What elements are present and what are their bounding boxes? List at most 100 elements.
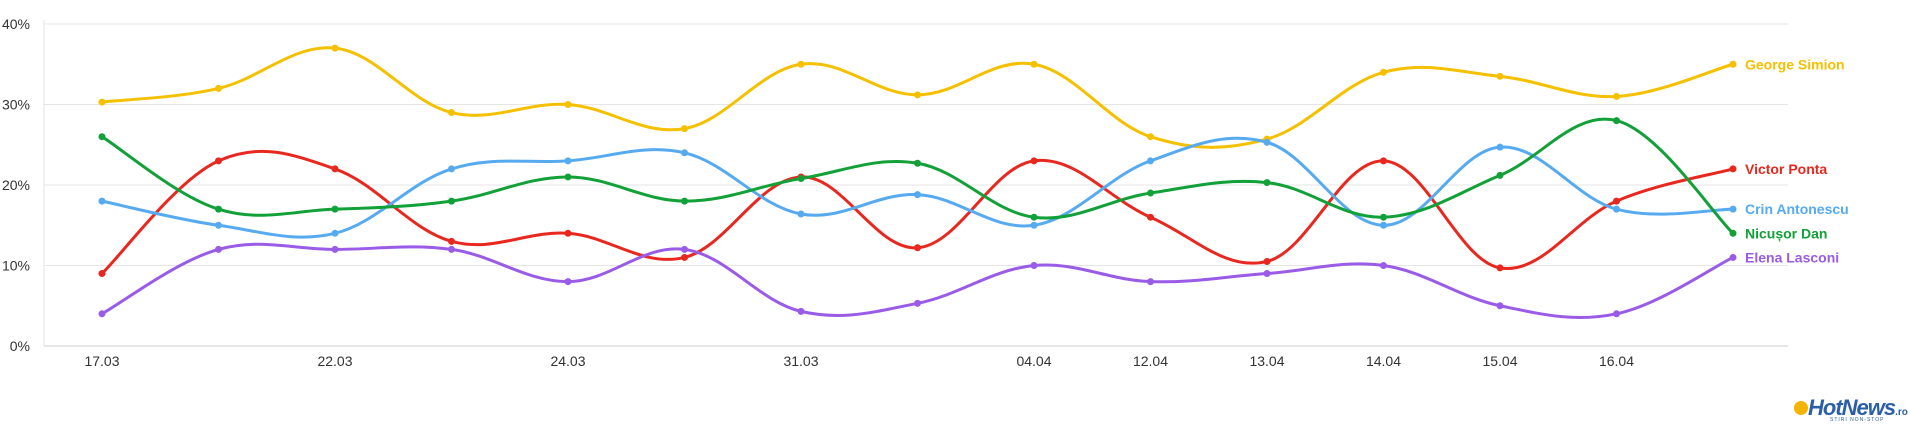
data-point: [331, 205, 339, 213]
y-tick-label: 30%: [2, 97, 30, 113]
data-point: [914, 191, 921, 199]
x-tick-label: 13.04: [1249, 353, 1284, 369]
logo-suffix: .ro: [1895, 407, 1908, 418]
data-point: [98, 133, 106, 141]
data-point: [914, 91, 921, 99]
x-tick-label: 12.04: [1133, 353, 1168, 369]
data-point: [1147, 189, 1154, 197]
data-point: [1496, 264, 1504, 272]
data-point: [1496, 302, 1504, 310]
data-point: [797, 175, 805, 183]
data-point: [1613, 197, 1620, 205]
data-point: [448, 109, 455, 117]
grid-lines: [43, 20, 1788, 347]
data-point: [564, 229, 572, 237]
data-point: [1380, 221, 1387, 229]
data-point: [1147, 157, 1154, 165]
data-point: [1263, 138, 1271, 146]
data-point: [681, 253, 688, 261]
data-point: [1729, 60, 1737, 68]
data-point: [797, 60, 805, 68]
data-point: [1030, 221, 1038, 229]
data-point: [797, 307, 805, 315]
x-tick-label: 31.03: [783, 353, 818, 369]
data-point: [331, 245, 339, 253]
data-point: [331, 165, 339, 173]
data-point: [448, 237, 455, 245]
series-line: [100, 136, 1735, 239]
data-point: [1613, 205, 1620, 213]
data-point: [564, 157, 572, 165]
x-tick-label: 14.04: [1366, 353, 1401, 369]
data-point: [98, 98, 106, 106]
logo-wordmark: HotNews.ro: [1808, 395, 1908, 421]
y-tick-label: 0%: [10, 338, 30, 354]
data-point: [1147, 278, 1154, 286]
data-point: [1496, 143, 1504, 151]
y-tick-label: 40%: [2, 16, 30, 32]
sun-icon: [1794, 401, 1808, 415]
data-point: [98, 310, 106, 318]
data-point: [1729, 253, 1737, 261]
data-point: [215, 221, 222, 229]
hotnews-logo: HotNews.ro STIRI NON-STOP: [1794, 395, 1908, 425]
data-point: [1613, 310, 1620, 318]
data-point: [1496, 72, 1504, 80]
series-end-label: George Simion: [1745, 56, 1845, 72]
data-point: [215, 84, 222, 92]
data-point: [914, 244, 921, 252]
data-point: [448, 165, 455, 173]
series-line: [100, 117, 1735, 235]
series-end-label: Crin Antonescu: [1745, 201, 1849, 217]
series-points: [98, 44, 1737, 318]
y-tick-label: 20%: [2, 177, 30, 193]
x-tick-label: 17.03: [84, 353, 119, 369]
data-point: [1147, 213, 1154, 221]
data-point: [1030, 157, 1038, 165]
data-point: [1729, 165, 1737, 173]
data-point: [797, 210, 805, 218]
data-point: [1380, 213, 1387, 221]
data-point: [215, 205, 222, 213]
data-point: [448, 245, 455, 253]
data-point: [681, 197, 688, 205]
data-point: [564, 101, 572, 108]
x-axis-ticks: 17.03 22.03 24.03 31.03 04.04 12.04 13.04 14.04…: [84, 353, 1634, 369]
data-point: [681, 149, 688, 157]
y-axis-ticks: 0% 10% 20% 30% 40%: [2, 16, 30, 354]
series-lines: [100, 46, 1735, 320]
series-labels: George Simion Victor Ponta Crin Antonescu N…: [1745, 56, 1849, 265]
data-point: [1729, 229, 1737, 237]
x-tick-label: 22.03: [317, 353, 352, 369]
data-point: [215, 157, 222, 165]
x-tick-label: 04.04: [1016, 353, 1051, 369]
data-point: [1613, 117, 1620, 125]
data-point: [1380, 157, 1387, 165]
series-end-label: Elena Lasconi: [1745, 249, 1839, 265]
data-point: [914, 299, 921, 307]
data-point: [98, 270, 106, 278]
data-point: [1147, 133, 1154, 141]
data-point: [331, 44, 339, 52]
y-tick-label: 10%: [2, 258, 30, 274]
series-end-label: Victor Ponta: [1745, 161, 1827, 177]
data-point: [1030, 213, 1038, 221]
data-point: [1030, 262, 1038, 269]
logo-tagline: STIRI NON-STOP: [1830, 417, 1885, 423]
data-point: [1380, 262, 1387, 269]
data-point: [914, 159, 921, 167]
data-point: [98, 197, 106, 205]
data-point: [215, 245, 222, 253]
data-point: [1380, 68, 1387, 76]
data-point: [1263, 257, 1271, 265]
x-tick-label: 15.04: [1482, 353, 1517, 369]
data-point: [681, 245, 688, 253]
series-line: [100, 149, 1735, 276]
data-point: [1729, 205, 1737, 213]
logo-name: HotNews: [1808, 395, 1896, 420]
data-point: [1030, 60, 1038, 68]
data-point: [1263, 270, 1271, 278]
data-point: [331, 229, 339, 237]
data-point: [448, 197, 455, 205]
